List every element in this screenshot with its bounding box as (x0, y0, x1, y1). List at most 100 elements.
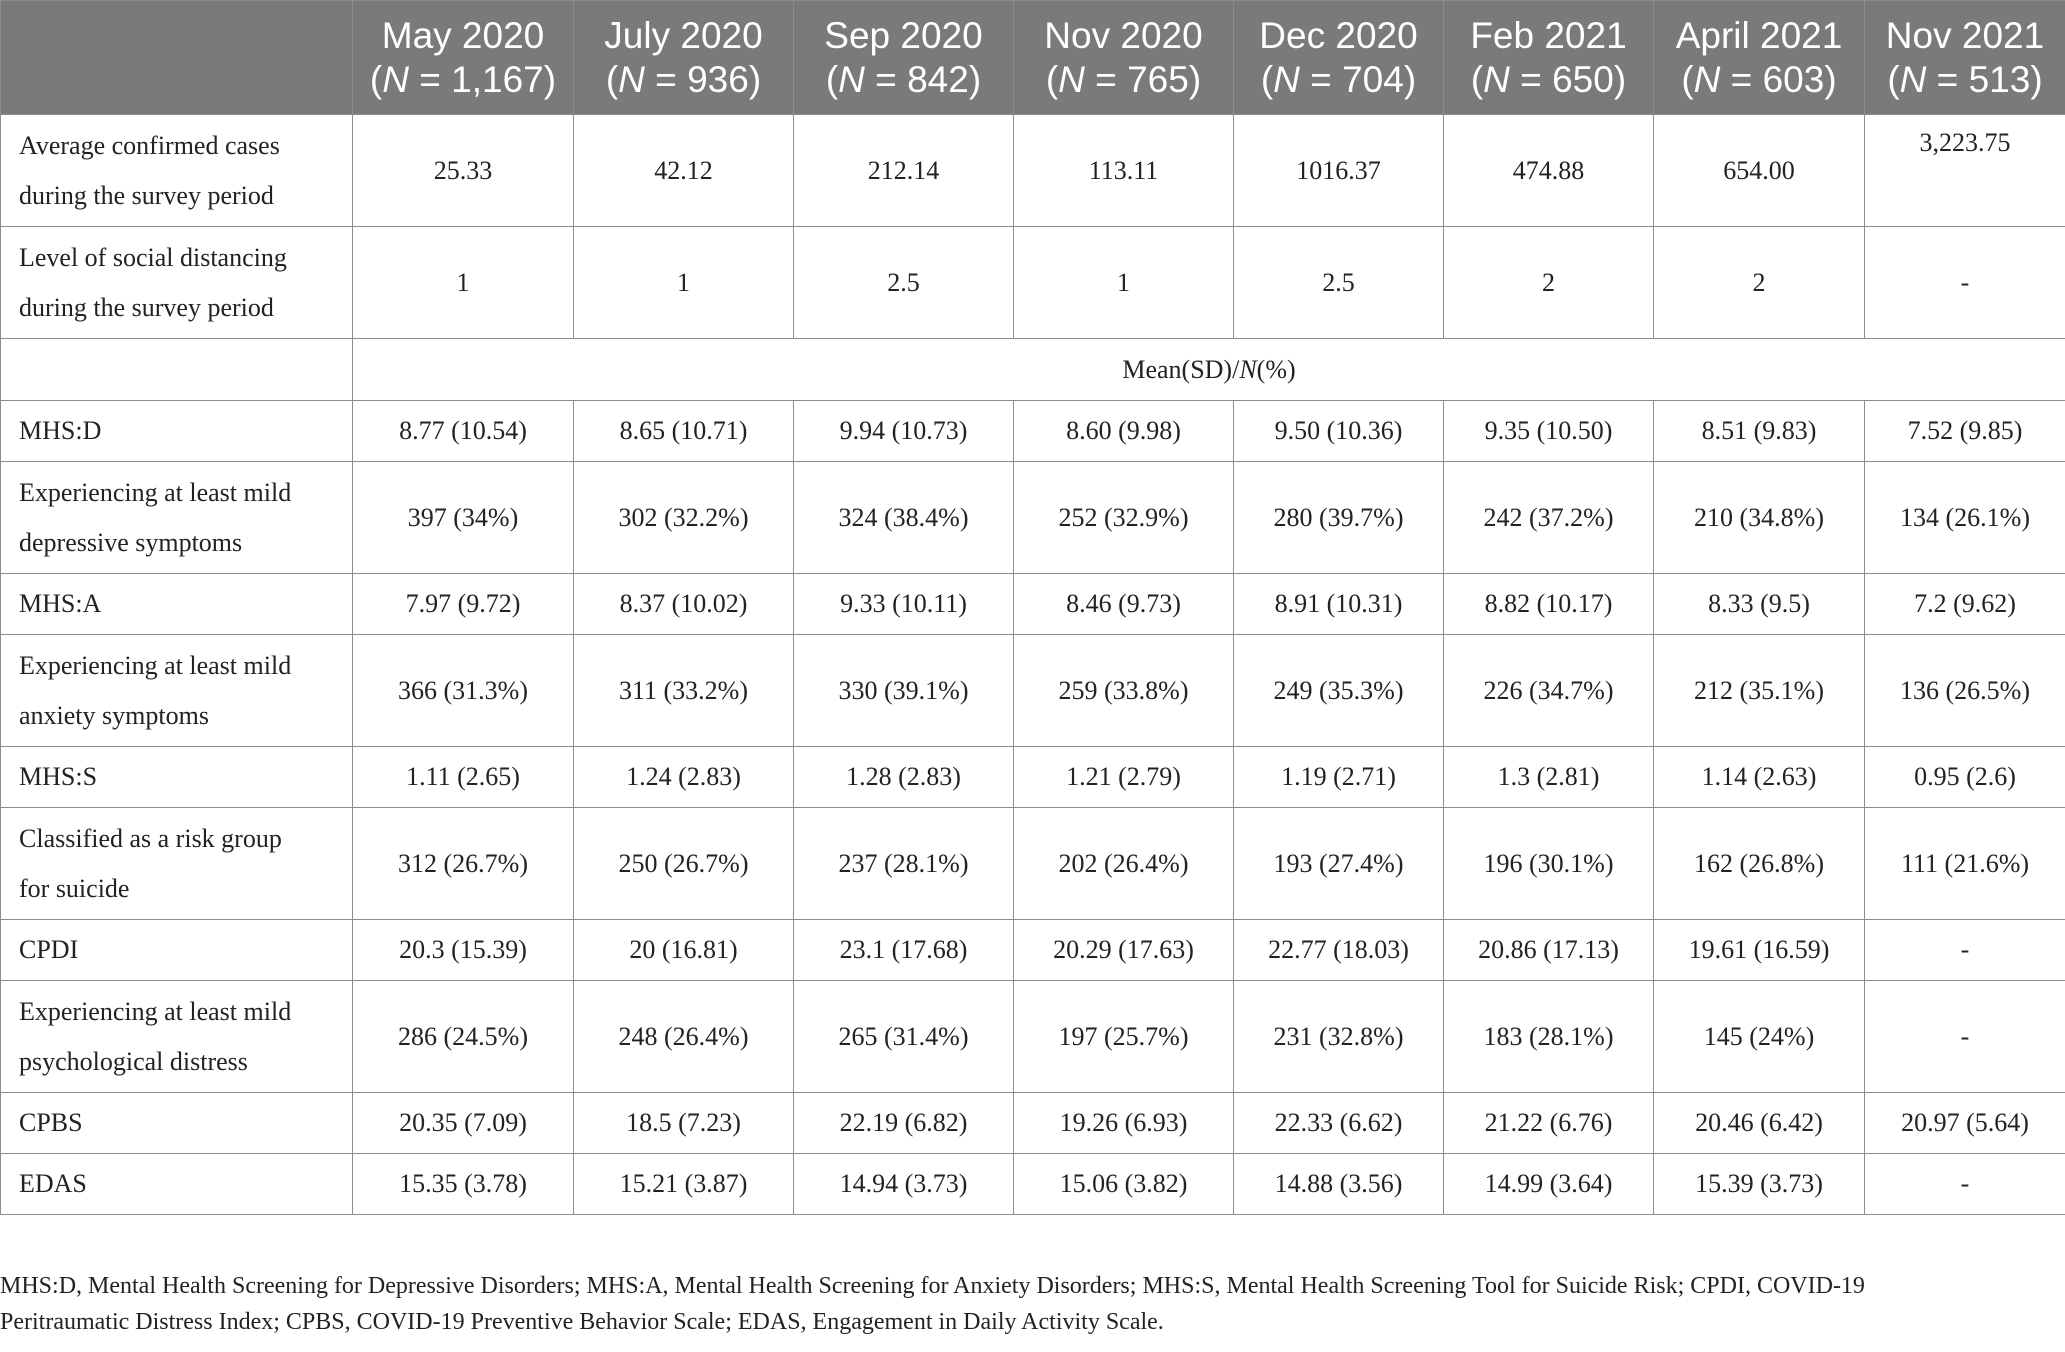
table-cell: 1 (352, 226, 574, 339)
table-cell: 1.19 (2.71) (1233, 746, 1444, 808)
n-equals: = (644, 58, 688, 100)
n-close: ) (1824, 58, 1837, 100)
column-header: Nov 2021 (N = 513) (1864, 0, 2065, 115)
row-label: Level of social distancing during the sur… (0, 226, 353, 339)
column-header: July 2020 (N = 936) (573, 0, 794, 115)
table-cell: 23.1 (17.68) (793, 919, 1014, 981)
table-cell: 1.28 (2.83) (793, 746, 1014, 808)
table-cell: 19.61 (16.59) (1653, 919, 1865, 981)
table-cell: 1.11 (2.65) (352, 746, 574, 808)
n-close: ) (1403, 58, 1417, 100)
column-header: May 2020 (N = 1,167) (352, 0, 574, 115)
table-cell: 14.88 (3.56) (1233, 1153, 1444, 1215)
row-label: Experiencing at least mild depressive sym… (0, 461, 353, 574)
table-cell: - (1864, 919, 2065, 981)
table-cell: 210 (34.8%) (1653, 461, 1865, 574)
table-row: CPBS 20.35 (7.09) 18.5 (7.23) 22.19 (6.82) 1… (0, 1092, 2065, 1154)
row-label-line-1: Classified as a risk group (19, 823, 282, 853)
n-equals: = (1720, 58, 1763, 100)
table-cell: 248 (26.4%) (573, 980, 794, 1093)
n-symbol: N (1483, 58, 1510, 100)
footnote-line-2: Peritraumatic Distress Index; CPBS, COVI… (0, 1309, 1164, 1335)
column-sample-size: (N = 704) (1234, 58, 1443, 102)
table-row: Classified as a risk group for suicide 312… (0, 807, 2065, 920)
table-cell: 18.5 (7.23) (573, 1092, 794, 1154)
table-row: Experiencing at least mild anxiety sympto… (0, 634, 2065, 747)
row-label-line-2: during the survey period (19, 292, 274, 322)
table-cell: 2.5 (793, 226, 1014, 339)
table-cell: 8.82 (10.17) (1443, 573, 1654, 635)
table-cell: 8.77 (10.54) (352, 400, 574, 462)
table-cell: 1.14 (2.63) (1653, 746, 1865, 808)
n-value: 603 (1762, 58, 1825, 100)
n-open: ( (825, 58, 839, 100)
table-row: Experiencing at least mild psychological … (0, 980, 2065, 1093)
n-symbol: N (1899, 58, 1927, 100)
table-row: EDAS 15.35 (3.78) 15.21 (3.87) 14.94 (3.73)… (0, 1153, 2065, 1215)
table-cell: 654.00 (1653, 114, 1865, 227)
table-cell: 7.97 (9.72) (352, 573, 574, 635)
table-cell: 8.33 (9.5) (1653, 573, 1865, 635)
subheader-mean: Mean(SD)/ (1122, 354, 1240, 384)
n-symbol: N (618, 58, 645, 100)
n-symbol: N (382, 58, 409, 100)
n-close: ) (968, 58, 982, 100)
table-cell: - (1864, 980, 2065, 1093)
table-cell: 8.91 (10.31) (1233, 573, 1444, 635)
row-label: Average confirmed cases during the survey… (0, 114, 353, 227)
table-cell: 113.11 (1013, 114, 1234, 227)
n-value: 842 (907, 58, 969, 100)
table-cell: 302 (32.2%) (573, 461, 794, 574)
n-close: ) (748, 58, 762, 100)
table-cell: 474.88 (1443, 114, 1654, 227)
n-value: 704 (1342, 58, 1404, 100)
table-cell: 21.22 (6.76) (1443, 1092, 1654, 1154)
table-row: MHS:S 1.11 (2.65) 1.24 (2.83) 1.28 (2.83) 1.… (0, 746, 2065, 808)
row-label-line-1: EDAS (19, 1169, 87, 1198)
table-cell: 111 (21.6%) (1864, 807, 2065, 920)
row-label-line-1: MHS:D (19, 416, 102, 445)
row-label-line-2: anxiety symptoms (19, 700, 209, 730)
n-symbol: N (1273, 58, 1300, 100)
table-cell: 25.33 (352, 114, 574, 227)
column-sample-size: (N = 1,167) (353, 58, 573, 102)
survey-results-table: May 2020 (N = 1,167) July 2020 (N = 936) Sep… (0, 0, 2065, 1215)
table-cell: 2.5 (1233, 226, 1444, 339)
n-open: ( (1260, 58, 1274, 100)
table-cell: 7.2 (9.62) (1864, 573, 2065, 635)
table-cell: 330 (39.1%) (793, 634, 1014, 747)
n-equals: = (1509, 58, 1553, 100)
table-cell: 250 (26.7%) (573, 807, 794, 920)
table-cell: 3,223.75 (1864, 114, 2065, 227)
table-cell: 202 (26.4%) (1013, 807, 1234, 920)
column-month: Nov 2020 (1044, 14, 1203, 56)
column-header: Dec 2020 (N = 704) (1233, 0, 1444, 115)
table-cell: 145 (24%) (1653, 980, 1865, 1093)
column-sample-size: (N = 513) (1865, 58, 2065, 102)
row-label: Classified as a risk group for suicide (0, 807, 353, 920)
table-cell: 265 (31.4%) (793, 980, 1014, 1093)
table-cell: 1 (1013, 226, 1234, 339)
table-cell: 193 (27.4%) (1233, 807, 1444, 920)
table-cell: 14.94 (3.73) (793, 1153, 1014, 1215)
table-cell: 20.35 (7.09) (352, 1092, 574, 1154)
header-row: May 2020 (N = 1,167) July 2020 (N = 936) Sep… (0, 0, 2065, 115)
n-value: 936 (687, 58, 749, 100)
table-row: Average confirmed cases during the survey… (0, 114, 2065, 227)
table-cell: 252 (32.9%) (1013, 461, 1234, 574)
row-label: MHS:A (0, 573, 353, 635)
n-equals: = (864, 58, 908, 100)
table-cell: 1.24 (2.83) (573, 746, 794, 808)
table-cell: 280 (39.7%) (1233, 461, 1444, 574)
header-corner-cell (0, 0, 353, 115)
table-cell: 212.14 (793, 114, 1014, 227)
column-month: May 2020 (381, 14, 545, 56)
table-cell: 20.97 (5.64) (1864, 1092, 2065, 1154)
table-cell: 19.26 (6.93) (1013, 1092, 1234, 1154)
table-cell: - (1864, 1153, 2065, 1215)
n-value: 765 (1127, 58, 1189, 100)
table-cell: 231 (32.8%) (1233, 980, 1444, 1093)
table-footnote: MHS:D, Mental Health Screening for Depre… (0, 1268, 2065, 1340)
table-cell: 20.29 (17.63) (1013, 919, 1234, 981)
table-row: Experiencing at least mild depressive sym… (0, 461, 2065, 574)
